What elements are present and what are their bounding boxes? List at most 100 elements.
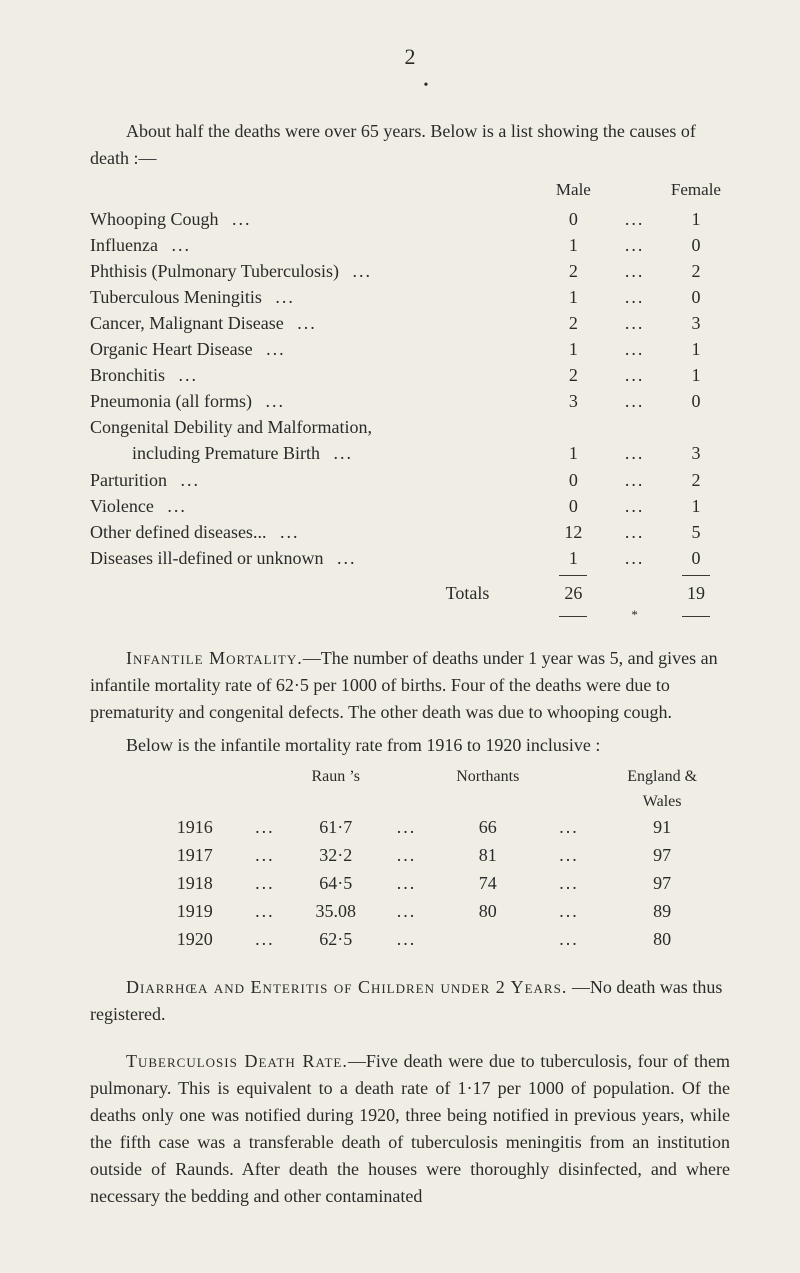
row-male: 1 xyxy=(539,440,607,466)
row-dots: ... xyxy=(607,545,661,571)
row-female: 0 xyxy=(662,232,730,258)
row-dots: ... xyxy=(607,310,661,336)
inf-year: 1917 xyxy=(150,842,240,870)
dots: ... xyxy=(381,870,432,898)
inf-header-england: England & Wales xyxy=(594,765,730,815)
inf-northants xyxy=(432,926,544,954)
row-male: 3 xyxy=(539,388,607,414)
row-label: Phthisis (Pulmonary Tuberculosis) ... xyxy=(90,258,539,284)
row-male: 0 xyxy=(539,206,607,232)
row-male: 2 xyxy=(539,310,607,336)
totals-label: Totals xyxy=(90,578,539,606)
table-row: Congenital Debility and Malformation, xyxy=(90,414,730,440)
row-dots: ... xyxy=(607,258,661,284)
header-male: Male xyxy=(539,178,607,206)
row-label: Diseases ill-defined or unknown ... xyxy=(90,545,539,571)
dots: ... xyxy=(381,814,432,842)
row-female: 0 xyxy=(662,388,730,414)
totals-row: Totals 26 19 xyxy=(90,578,730,606)
dots: ... xyxy=(381,926,432,954)
row-male: 1 xyxy=(539,284,607,310)
rule-line xyxy=(682,575,710,576)
row-female: 0 xyxy=(662,545,730,571)
table-row: Phthisis (Pulmonary Tuberculosis) ...2..… xyxy=(90,258,730,284)
row-female: 1 xyxy=(662,362,730,388)
section-text: —Five death were due to tuber­culosis, f… xyxy=(90,1051,730,1206)
row-label: Violence ... xyxy=(90,493,539,519)
document-page: 2 • About half the deaths were over 65 y… xyxy=(0,0,800,1273)
row-label: Tuberculous Meningitis ... xyxy=(90,284,539,310)
row-male: 1 xyxy=(539,232,607,258)
inf-england: 89 xyxy=(594,898,730,926)
row-dots xyxy=(607,414,661,440)
table-row: Tuberculous Meningitis ...1...0 xyxy=(90,284,730,310)
inf-year: 1916 xyxy=(150,814,240,842)
inf-table-row: 1917...32·2...81...97 xyxy=(150,842,730,870)
inf-table-row: 1918...64·5...74...97 xyxy=(150,870,730,898)
row-male: 2 xyxy=(539,362,607,388)
inf-header-northants: Northants xyxy=(432,765,544,815)
ornament-dot: • xyxy=(90,78,730,94)
diarrhoea-paragraph: Diarrhœa and Enteritis of Children under… xyxy=(90,974,730,1028)
rule-line xyxy=(559,575,587,576)
inf-header-row: Raun ’s Northants England & Wales xyxy=(150,765,730,815)
row-dots: ... xyxy=(607,232,661,258)
inf-raun: 62·5 xyxy=(290,926,381,954)
inf-raun: 61·7 xyxy=(290,814,381,842)
row-label: including Premature Birth ... xyxy=(90,440,539,466)
dots: ... xyxy=(240,814,291,842)
row-dots: ... xyxy=(607,336,661,362)
row-label: Parturition ... xyxy=(90,467,539,493)
dots: ... xyxy=(240,842,291,870)
infantile-mortality-paragraph: Infantile Mortality.—The number of death… xyxy=(90,645,730,726)
section-heading: Diarrhœa and Enteritis of Children under… xyxy=(126,977,567,997)
row-label: Congenital Debility and Malformation, xyxy=(90,414,539,440)
row-male: 12 xyxy=(539,519,607,545)
row-female: 1 xyxy=(662,493,730,519)
row-male: 2 xyxy=(539,258,607,284)
intro-paragraph: About half the deaths were over 65 years… xyxy=(90,118,730,172)
row-dots: ... xyxy=(607,493,661,519)
dots: ... xyxy=(381,898,432,926)
row-dots: ... xyxy=(607,388,661,414)
table-row: Pneumonia (all forms) ...3...0 xyxy=(90,388,730,414)
inf-northants: 80 xyxy=(432,898,544,926)
row-label: Cancer, Malignant Disease ... xyxy=(90,310,539,336)
inf-table-row: 1920...62·5......80 xyxy=(150,926,730,954)
row-female: 5 xyxy=(662,519,730,545)
inf-year: 1918 xyxy=(150,870,240,898)
row-male: 0 xyxy=(539,493,607,519)
section-heading: Tuberculosis Death Rate. xyxy=(126,1051,348,1071)
inf-raun: 64·5 xyxy=(290,870,381,898)
table-row: Organic Heart Disease ...1...1 xyxy=(90,336,730,362)
row-label: Influenza ... xyxy=(90,232,539,258)
table-row: Other defined diseases... ...12...5 xyxy=(90,519,730,545)
row-female: 3 xyxy=(662,440,730,466)
row-dots: ... xyxy=(607,440,661,466)
row-label: Bronchitis ... xyxy=(90,362,539,388)
row-label: Organic Heart Disease ... xyxy=(90,336,539,362)
table-row: including Premature Birth ...1...3 xyxy=(90,440,730,466)
dots: ... xyxy=(544,842,595,870)
totals-female: 19 xyxy=(662,578,730,606)
infantile-rate-table: Raun ’s Northants England & Wales 1916..… xyxy=(150,765,730,954)
inf-northants: 66 xyxy=(432,814,544,842)
row-male xyxy=(539,414,607,440)
row-female: 2 xyxy=(662,258,730,284)
table-row: Violence ...0...1 xyxy=(90,493,730,519)
row-dots: ... xyxy=(607,519,661,545)
page-number: 2 xyxy=(90,44,730,70)
inf-header-raun: Raun ’s xyxy=(290,765,381,815)
row-label: Whooping Cough ... xyxy=(90,206,539,232)
inf-year: 1919 xyxy=(150,898,240,926)
row-female: 0 xyxy=(662,284,730,310)
table-row: Influenza ...1...0 xyxy=(90,232,730,258)
inf-raun: 35.08 xyxy=(290,898,381,926)
inf-england: 97 xyxy=(594,842,730,870)
row-female: 1 xyxy=(662,206,730,232)
asterisk-mark: * xyxy=(607,606,661,625)
row-dots: ... xyxy=(607,467,661,493)
dots: ... xyxy=(544,870,595,898)
row-male: 0 xyxy=(539,467,607,493)
table-row: Whooping Cough ...0...1 xyxy=(90,206,730,232)
